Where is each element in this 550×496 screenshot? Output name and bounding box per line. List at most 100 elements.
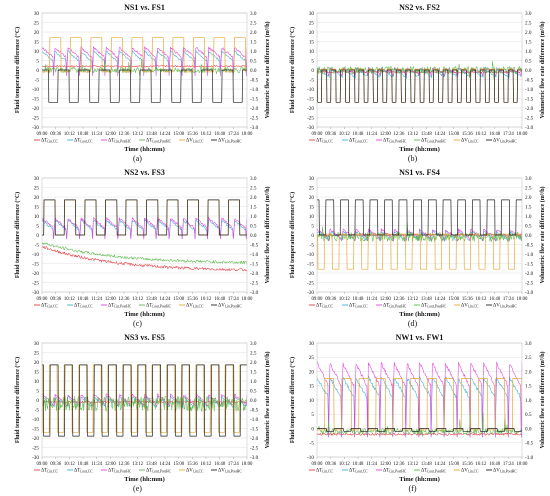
chart-panel-c: NS2 vs. FS3 -30 -25 -20 -15 -10 -5 0 5 10 15 20 25 30… [14, 168, 271, 328]
y2-tick-label: -1.0 [250, 417, 259, 423]
plot-frame [316, 177, 523, 293]
y-tick-label: -10 [32, 87, 39, 93]
x-tick-label: 12:00 [380, 462, 392, 467]
x-tick-label: 18:00 [517, 462, 529, 467]
x-tick-label: 12:36 [394, 297, 406, 302]
x-tick-label: 13:48 [421, 297, 433, 302]
y-tick-label: 25 [309, 355, 315, 361]
y2-tick-label: -2.5 [525, 115, 534, 121]
legend-label: ΔVf,in,CC [186, 304, 204, 310]
y-tick-label: -20 [307, 106, 314, 112]
x-tick-label: 14:24 [435, 132, 447, 137]
x-tick-label: 17:24 [228, 462, 240, 467]
legend-label: ΔVf,in,CC [186, 139, 204, 145]
y-tick-label: 30 [309, 11, 315, 17]
legend-label: ΔVf,in,PostHC [493, 139, 517, 145]
y-tick-label: 15 [309, 384, 315, 390]
series-line-5 [317, 69, 522, 103]
y-tick-label: 15 [309, 204, 315, 210]
series-line-3 [42, 59, 247, 76]
y2-tick-label: 1.5 [250, 39, 257, 45]
x-tick-label: 12:36 [119, 297, 131, 302]
series-line-4 [317, 233, 522, 270]
y2-tick-label: 1.5 [250, 369, 257, 375]
y-tick-label: 25 [309, 185, 315, 191]
y-tick-label: 10 [309, 398, 315, 404]
x-tick-label: 11:24 [366, 132, 377, 137]
plot-area [42, 364, 247, 437]
x-tick-label: 10:12 [339, 297, 351, 302]
series-line-0 [317, 432, 522, 436]
y-tick-label: 5 [311, 223, 314, 229]
y-tick-label: 0 [36, 398, 39, 404]
y2-tick-label: 0.0 [250, 68, 257, 74]
y-tick-label: 0 [311, 233, 314, 239]
chart-panel-e: NS3 vs. FS5 -30 -25 -20 -15 -10 -5 0 5 10 15 20 25 30… [14, 333, 271, 493]
y2-tick-label: -3.0 [250, 455, 259, 461]
series-line-5 [42, 199, 247, 236]
y2-tick-label: 1.0 [525, 49, 532, 55]
plot-frame [41, 177, 248, 293]
chart-panel-b: NS2 vs. FS2 -30 -25 -20 -15 -10 -5 0 5 10 15 20 25 30… [289, 3, 546, 163]
y-tick-label: 5 [311, 412, 314, 418]
x-tick-label: 13:12 [407, 132, 419, 137]
x-tick-label: 09:36 [325, 462, 337, 467]
y2-tick-label: -0.5 [250, 407, 259, 413]
x-tick-label: 16:12 [476, 462, 488, 467]
x-tick-label: 16:12 [476, 132, 488, 137]
y-tick-label: -10 [32, 252, 39, 258]
y-tick-label: -20 [32, 271, 39, 277]
chart-title: NW1 vs. FW1 [396, 333, 444, 342]
y2-tick-label: 1.5 [250, 204, 257, 210]
y2-tick-label: 1.0 [250, 379, 257, 385]
y2-tick-label: 1.5 [525, 204, 532, 210]
y2-tick-label: 0.0 [250, 233, 257, 239]
chart-title: NS2 vs. FS2 [399, 3, 440, 12]
series-line-0 [42, 65, 247, 68]
y-tick-label: 5 [36, 58, 39, 64]
legend-label: ΔTf,in,PostHC [383, 304, 407, 310]
y-tick-label: -10 [307, 455, 314, 461]
y-axis-label: Fluid temperature difference (°C) [14, 357, 21, 443]
chart-title: NS1 vs. FS4 [399, 168, 440, 177]
x-tick-label: 16:48 [489, 132, 501, 137]
legend-label: ΔVf,in,PostHC [218, 469, 242, 475]
y-tick-label: -10 [307, 252, 314, 258]
y2-tick-label: -0.5 [525, 77, 534, 83]
x-tick-label: 09:00 [37, 462, 49, 467]
chart-title: NS2 vs. FS3 [124, 168, 165, 177]
series-line-5 [42, 364, 247, 437]
plot-area [42, 199, 247, 272]
y2-tick-label: 0.5 [525, 223, 532, 229]
y2-tick-label: -0.5 [525, 441, 534, 447]
y2-tick-label: 2.5 [525, 185, 532, 191]
legend-label: ΔTf,out,PostHC [421, 304, 447, 310]
y2-tick-label: -1.5 [250, 261, 259, 267]
y2-tick-label: 0.0 [250, 398, 257, 404]
y-tick-label: 20 [309, 30, 315, 36]
y-tick-label: 10 [34, 49, 40, 55]
x-tick-label: 13:48 [146, 132, 158, 137]
y2-tick-label: 2.0 [525, 30, 532, 36]
x-tick-label: 12:36 [119, 462, 131, 467]
y2-tick-label: 2.0 [250, 30, 257, 36]
x-tick-label: 14:24 [160, 297, 172, 302]
x-tick-label: 09:36 [50, 132, 62, 137]
plot-area [317, 361, 522, 438]
y2-tick-label: 0.5 [525, 412, 532, 418]
y-tick-label: 25 [34, 20, 40, 26]
x-tick-label: 11:24 [366, 297, 377, 302]
legend-label: ΔTf,in,CC [316, 304, 333, 310]
x-tick-label: 10:12 [339, 462, 351, 467]
y2-axis-label: Volumetric flow rate difference (m³/h) [264, 351, 271, 448]
y-tick-label: -5 [310, 77, 315, 83]
y-tick-label: -25 [32, 280, 39, 286]
y2-tick-label: -1.0 [250, 252, 259, 258]
x-tick-label: 13:48 [146, 297, 158, 302]
y2-axis-label: Volumetric flow rate difference (m³/h) [539, 351, 546, 448]
legend-label: ΔTf,in,CC [316, 139, 333, 145]
x-tick-label: 10:12 [339, 132, 351, 137]
x-axis-label: Time (hh:mm) [124, 476, 165, 483]
y-tick-label: -5 [35, 242, 40, 248]
